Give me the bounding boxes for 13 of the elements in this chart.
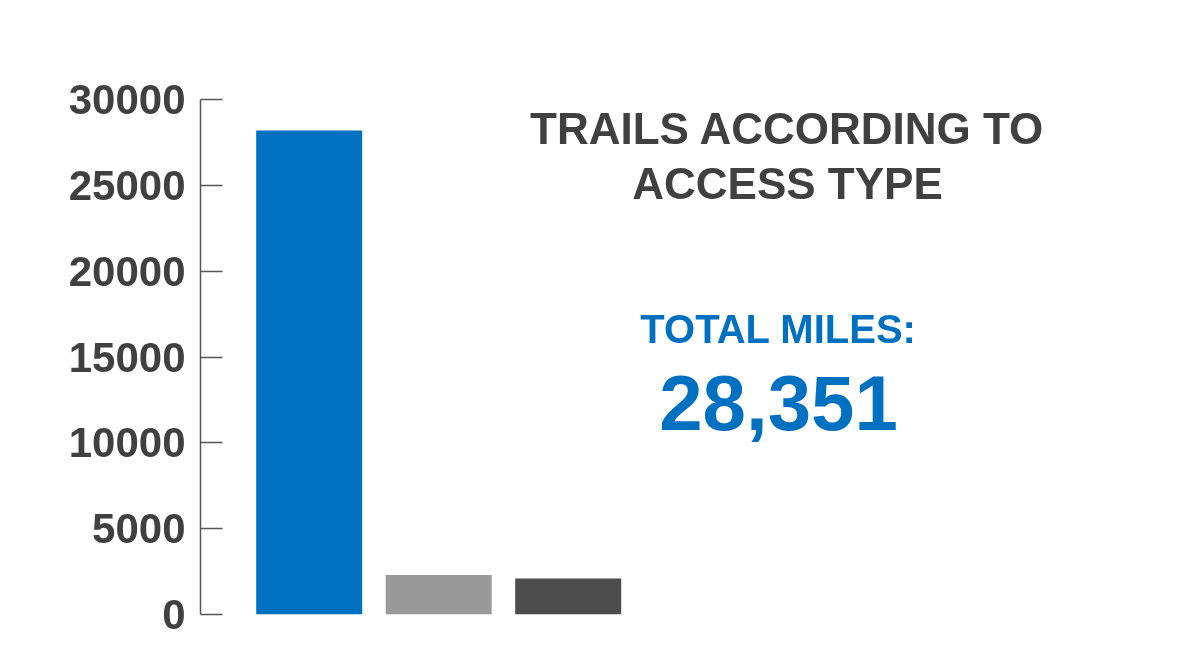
text: TOTAL MILES: <box>640 306 916 351</box>
bar <box>256 130 363 615</box>
y-tick-label: 10000 <box>68 419 186 467</box>
bar <box>515 578 622 615</box>
y-tick-label: 25000 <box>68 161 186 209</box>
y-tick-label: 0 <box>162 591 186 638</box>
text: TRAILS ACCORDING TO ACCESS TYPE <box>530 104 1044 208</box>
text: 28,351 <box>659 358 898 447</box>
y-tick-label: 20000 <box>68 247 186 295</box>
y-tick-label: 30000 <box>68 76 186 123</box>
y-tick-label: 5000 <box>92 505 186 553</box>
bar <box>385 575 492 615</box>
y-tick-label: 15000 <box>68 333 186 381</box>
